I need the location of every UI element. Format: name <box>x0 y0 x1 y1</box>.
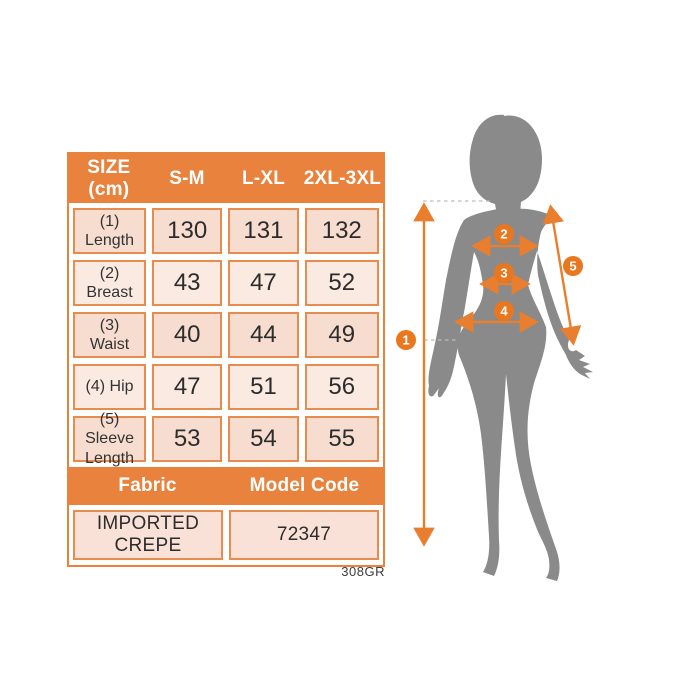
size-table: SIZE (cm) S-M L-XL 2XL-3XL (1) Length 13… <box>67 152 385 567</box>
value-sleeve-2xl3xl: 55 <box>304 416 379 462</box>
row-label-hip: (4) Hip <box>73 364 147 410</box>
row-label-waist: (3) Waist <box>73 312 147 358</box>
value-waist-2xl3xl: 49 <box>304 312 379 358</box>
value-length-sm: 130 <box>152 208 223 254</box>
measurement-arrows <box>413 202 582 547</box>
badge-5-label: 5 <box>569 259 576 274</box>
header-col-lxl: L-XL <box>242 167 286 189</box>
measure-badges: 1 2 3 4 5 <box>396 224 583 350</box>
value-hip-lxl: 51 <box>228 364 299 410</box>
badge-1-label: 1 <box>402 333 409 348</box>
header-size-label: SIZE <box>87 156 131 178</box>
sleeve-arrow <box>542 204 582 346</box>
value-sleeve-lxl: 54 <box>228 416 299 462</box>
value-breast-lxl: 47 <box>228 260 299 306</box>
model-code-value: 72347 <box>229 510 379 560</box>
size-table-footer: IMPORTED CREPE 72347 <box>69 505 383 565</box>
size-table-header-row: SIZE (cm) S-M L-XL 2XL-3XL <box>69 154 383 203</box>
badge-4-circle <box>494 301 514 321</box>
row-label-breast: (2) Breast <box>73 260 147 306</box>
value-breast-2xl3xl: 52 <box>304 260 379 306</box>
value-hip-2xl3xl: 56 <box>304 364 379 410</box>
header-size-cm: SIZE (cm) <box>69 157 149 201</box>
badge-2-circle <box>494 224 514 244</box>
value-waist-lxl: 44 <box>228 312 299 358</box>
fabric-modelcode-header-row: Fabric Model Code <box>69 467 383 505</box>
value-length-2xl3xl: 132 <box>304 208 379 254</box>
badge-5-circle <box>563 256 583 276</box>
header-col-2xl3xl: 2XL-3XL <box>303 167 382 189</box>
silhouette-head <box>469 114 542 220</box>
badge-3-circle <box>494 263 514 283</box>
badge-4-label: 4 <box>500 304 508 319</box>
fabric-value: IMPORTED CREPE <box>73 510 223 560</box>
fabric-header: Fabric <box>118 475 177 497</box>
value-breast-sm: 43 <box>152 260 223 306</box>
badge-2-label: 2 <box>500 227 507 242</box>
dashed-guides <box>423 200 493 341</box>
model-code-header: Model Code <box>249 475 360 497</box>
header-size-unit: (cm) <box>88 178 130 200</box>
badge-1-circle <box>396 330 416 350</box>
row-label-length: (1) Length <box>73 208 147 254</box>
badge-3-label: 3 <box>500 266 507 281</box>
value-sleeve-sm: 53 <box>152 416 223 462</box>
size-table-body: (1) Length 130 131 132 (2) Breast 43 47 … <box>69 203 383 467</box>
row-label-sleeve-length: (5) Sleeve Length <box>73 411 147 467</box>
value-hip-sm: 47 <box>152 364 223 410</box>
measurement-figure: 1 2 3 4 5 <box>395 103 625 590</box>
value-waist-sm: 40 <box>152 312 223 358</box>
style-code-footnote: 308GR <box>341 564 385 579</box>
header-col-sm: S-M <box>169 167 205 189</box>
value-length-lxl: 131 <box>228 208 299 254</box>
woman-silhouette-graphic <box>428 114 593 581</box>
